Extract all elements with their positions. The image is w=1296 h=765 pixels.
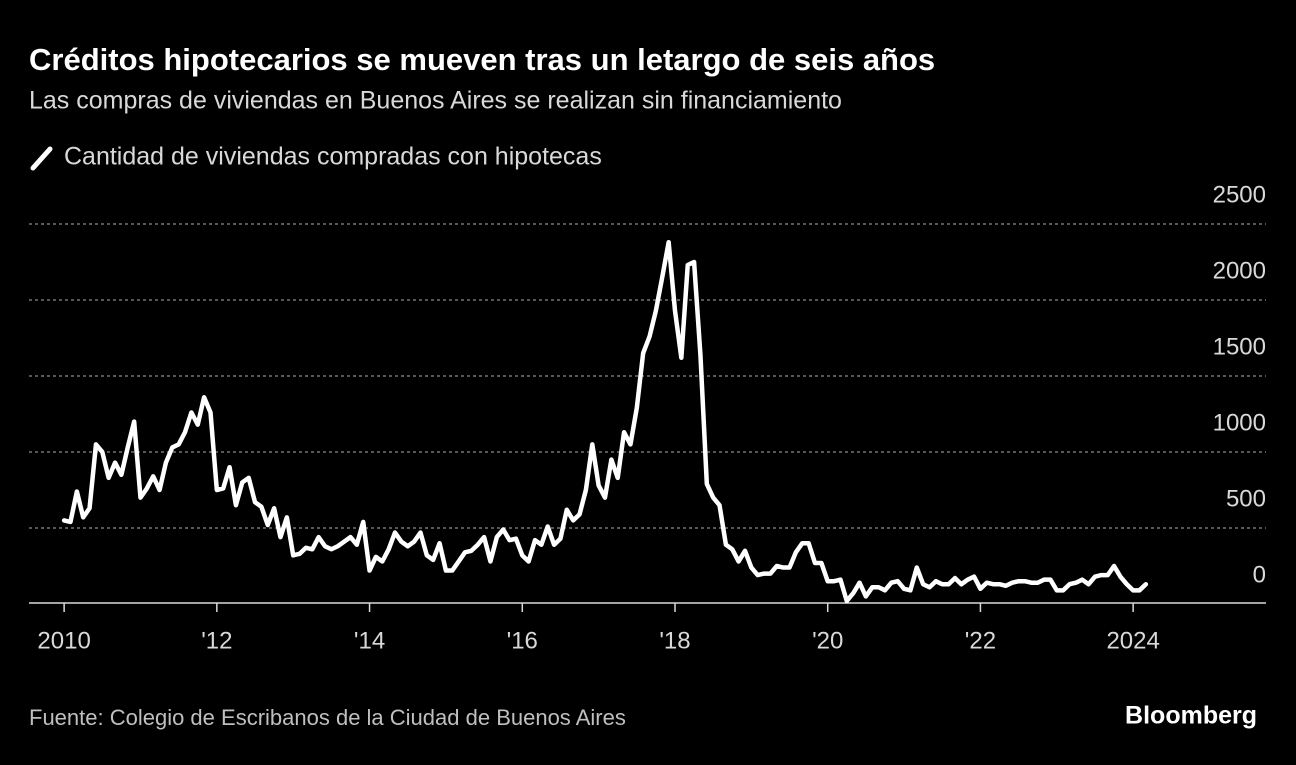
x-tick-label: '14 (354, 627, 385, 654)
x-tick-label: 2024 (1106, 627, 1159, 654)
x-tick-label: '12 (201, 627, 232, 654)
chart-title: Créditos hipotecarios se mueven tras un … (29, 42, 935, 77)
data-line (61, 239, 1149, 604)
x-tick-label: '18 (659, 627, 690, 654)
legend-swatch (30, 146, 53, 171)
chart-subtitle: Las compras de viviendas en Buenos Aires… (29, 87, 842, 115)
y-tick-label: 1000 (1213, 409, 1266, 436)
x-tick-label: '22 (965, 627, 996, 654)
y-tick-label: 2000 (1213, 257, 1266, 284)
x-tick-label: '16 (507, 627, 538, 654)
y-tick-label: 500 (1226, 485, 1266, 512)
y-tick-label: 2500 (1213, 181, 1266, 208)
x-tick-label: 2010 (37, 627, 90, 654)
x-tick-label: '20 (812, 627, 843, 654)
y-tick-label: 0 (1253, 561, 1266, 588)
brand-logo: Bloomberg (1125, 702, 1257, 730)
y-tick-label: 1500 (1213, 333, 1266, 360)
legend-label: Cantidad de viviendas compradas con hipo… (64, 143, 602, 171)
source: Fuente: Colegio de Escribanos de la Ciud… (29, 705, 626, 730)
